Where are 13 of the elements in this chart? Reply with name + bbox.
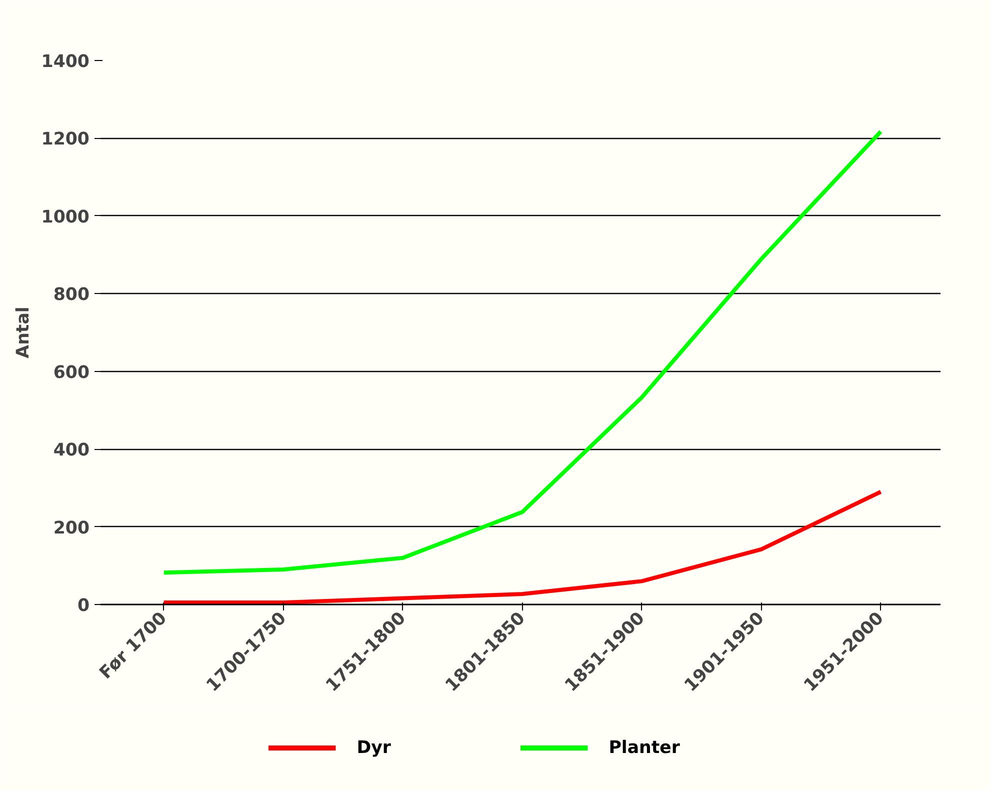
y-tick-label: 1000 <box>41 207 90 228</box>
y-tick-label: 400 <box>53 440 90 461</box>
y-tick-label: 200 <box>53 518 90 538</box>
line-series <box>162 490 883 604</box>
y-tick-label: 600 <box>53 362 90 383</box>
y-tick-label: 1200 <box>41 130 90 150</box>
y-tick-label: 1400 <box>41 52 90 72</box>
y-axis-title: Antal <box>13 306 34 358</box>
y-tick-label: 800 <box>53 285 90 306</box>
y-tick-label: 0 <box>77 596 90 616</box>
legend-label: Planter <box>608 738 680 758</box>
legend-label: Dyr <box>356 738 392 758</box>
line-series <box>162 130 883 575</box>
